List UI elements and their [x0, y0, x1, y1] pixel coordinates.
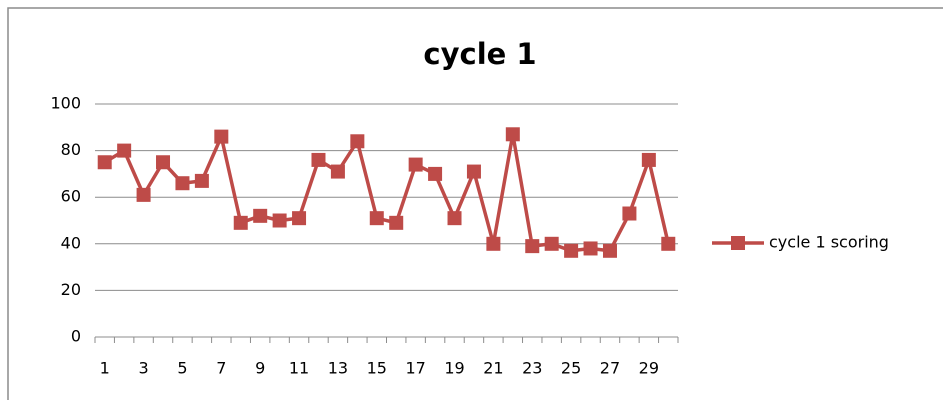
- x-tick-label: 21: [483, 359, 503, 378]
- x-tick-label: 15: [367, 359, 387, 378]
- point-marker: [544, 236, 559, 251]
- y-tick-label: 0: [71, 327, 81, 346]
- x-tick-label: 13: [328, 359, 348, 378]
- x-tick-label: 27: [600, 359, 620, 378]
- point-marker: [505, 127, 520, 142]
- point-marker: [117, 143, 132, 158]
- point-marker: [389, 215, 404, 230]
- x-tick-label: 9: [255, 359, 265, 378]
- point-marker: [486, 236, 501, 251]
- point-marker: [583, 241, 598, 256]
- point-marker: [428, 166, 443, 181]
- y-tick-label: 100: [50, 94, 81, 113]
- legend-marker: [731, 236, 745, 250]
- point-marker: [622, 206, 637, 221]
- x-tick-label: 17: [405, 359, 425, 378]
- y-tick-label: 60: [61, 187, 81, 206]
- legend-label: cycle 1 scoring: [769, 233, 889, 252]
- y-tick-label: 80: [61, 140, 81, 159]
- x-tick-label: 5: [177, 359, 187, 378]
- x-tick-label: 23: [522, 359, 542, 378]
- point-marker: [156, 155, 171, 170]
- point-marker: [369, 211, 384, 226]
- point-marker: [602, 243, 617, 258]
- x-tick-label: 25: [561, 359, 581, 378]
- chart-frame: [7, 7, 943, 400]
- point-marker: [525, 239, 540, 254]
- x-tick-label: 19: [444, 359, 464, 378]
- point-marker: [466, 164, 481, 179]
- chart-title: cycle 1: [423, 37, 536, 71]
- point-marker: [330, 164, 345, 179]
- x-tick-label: 3: [138, 359, 148, 378]
- point-marker: [214, 129, 229, 144]
- x-tick-label: 7: [216, 359, 226, 378]
- point-marker: [661, 236, 676, 251]
- y-tick-label: 40: [61, 233, 81, 252]
- series-line: [103, 132, 670, 253]
- point-marker: [194, 173, 209, 188]
- x-tick-label: 29: [639, 359, 659, 378]
- x-tick-label: 1: [100, 359, 110, 378]
- point-marker: [564, 243, 579, 258]
- point-marker: [136, 187, 151, 202]
- y-tick-label: 20: [61, 280, 81, 299]
- point-marker: [233, 215, 248, 230]
- point-marker: [292, 211, 307, 226]
- point-marker: [408, 157, 423, 172]
- point-marker: [253, 208, 268, 223]
- x-tick-label: 11: [289, 359, 309, 378]
- point-marker: [350, 134, 365, 149]
- point-marker: [272, 213, 287, 228]
- point-marker: [447, 211, 462, 226]
- point-marker: [311, 152, 326, 167]
- point-marker: [97, 155, 112, 170]
- point-marker: [641, 152, 656, 167]
- point-marker: [175, 176, 190, 191]
